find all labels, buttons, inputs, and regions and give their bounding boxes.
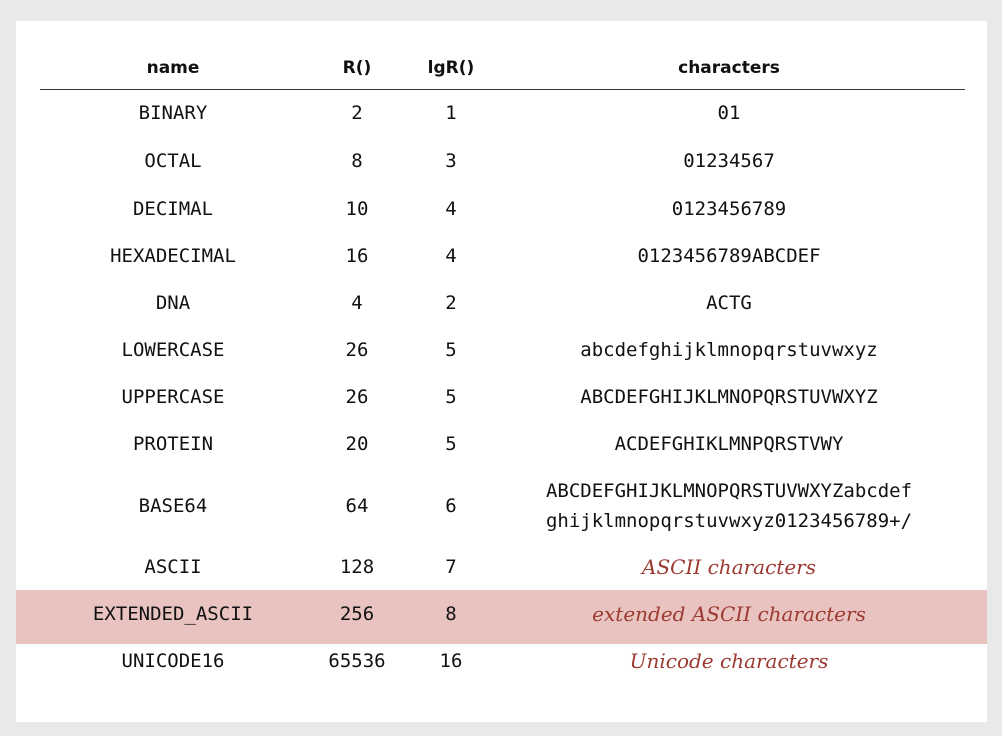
header-divider	[40, 89, 965, 90]
row-lgr: 16	[439, 650, 463, 672]
row-lgr: 7	[445, 556, 457, 578]
row-lgr: 4	[445, 198, 457, 220]
row-lgr: 5	[445, 433, 457, 455]
row-name: ASCII	[144, 556, 202, 578]
row-name: UPPERCASE	[121, 386, 225, 408]
row-characters: 01	[717, 102, 741, 124]
row-characters: extended ASCII characters	[592, 602, 866, 626]
row-characters: ABCDEFGHIJKLMNOPQRSTUVWXYZ	[580, 386, 878, 408]
row-characters-line2: ghijklmnopqrstuvwxyz0123456789+/	[545, 510, 913, 532]
row-r: 20	[345, 433, 369, 455]
row-r: 10	[345, 198, 369, 220]
row-characters: abcdefghijklmnopqrstuvwxyz	[580, 339, 878, 361]
row-characters: ASCII characters	[642, 555, 816, 579]
row-characters: 01234567	[683, 150, 775, 172]
row-r: 128	[339, 556, 375, 578]
row-lgr: 5	[445, 386, 457, 408]
row-r: 256	[339, 603, 375, 625]
row-lgr: 8	[445, 603, 457, 625]
row-name: PROTEIN	[132, 433, 214, 455]
row-lgr: 1	[445, 102, 457, 124]
row-name: DNA	[155, 292, 191, 314]
row-r: 64	[345, 495, 369, 517]
row-name: BINARY	[138, 102, 208, 124]
row-characters: Unicode characters	[629, 649, 829, 673]
row-lgr: 3	[445, 150, 457, 172]
row-r: 65536	[328, 650, 386, 672]
row-characters: ACTG	[706, 292, 752, 314]
row-characters: 0123456789ABCDEF	[637, 245, 821, 267]
row-r: 2	[351, 102, 363, 124]
row-lgr: 2	[445, 292, 457, 314]
row-r: 4	[351, 292, 363, 314]
row-name: OCTAL	[144, 150, 202, 172]
row-name: UNICODE16	[121, 650, 225, 672]
row-r: 8	[351, 150, 363, 172]
header-name: name	[146, 58, 200, 78]
row-characters-line1: ABCDEFGHIJKLMNOPQRSTUVWXYZabcdef	[545, 480, 913, 502]
row-lgr: 4	[445, 245, 457, 267]
row-lgr: 6	[445, 495, 457, 517]
row-r: 26	[345, 339, 369, 361]
row-name: EXTENDED_ASCII	[92, 603, 254, 625]
row-name: BASE64	[138, 495, 208, 517]
highlighted-row-band	[16, 590, 987, 644]
row-name: DECIMAL	[132, 198, 214, 220]
row-name: HEXADECIMAL	[110, 245, 236, 267]
row-characters: 0123456789	[671, 198, 787, 220]
row-lgr: 5	[445, 339, 457, 361]
header-lgr: lgR()	[427, 58, 475, 78]
header-r: R()	[342, 58, 372, 78]
row-characters: ACDEFGHIKLMNPQRSTVWY	[614, 433, 844, 455]
row-name: LOWERCASE	[121, 339, 225, 361]
row-r: 26	[345, 386, 369, 408]
row-r: 16	[345, 245, 369, 267]
header-characters: characters	[678, 58, 780, 78]
